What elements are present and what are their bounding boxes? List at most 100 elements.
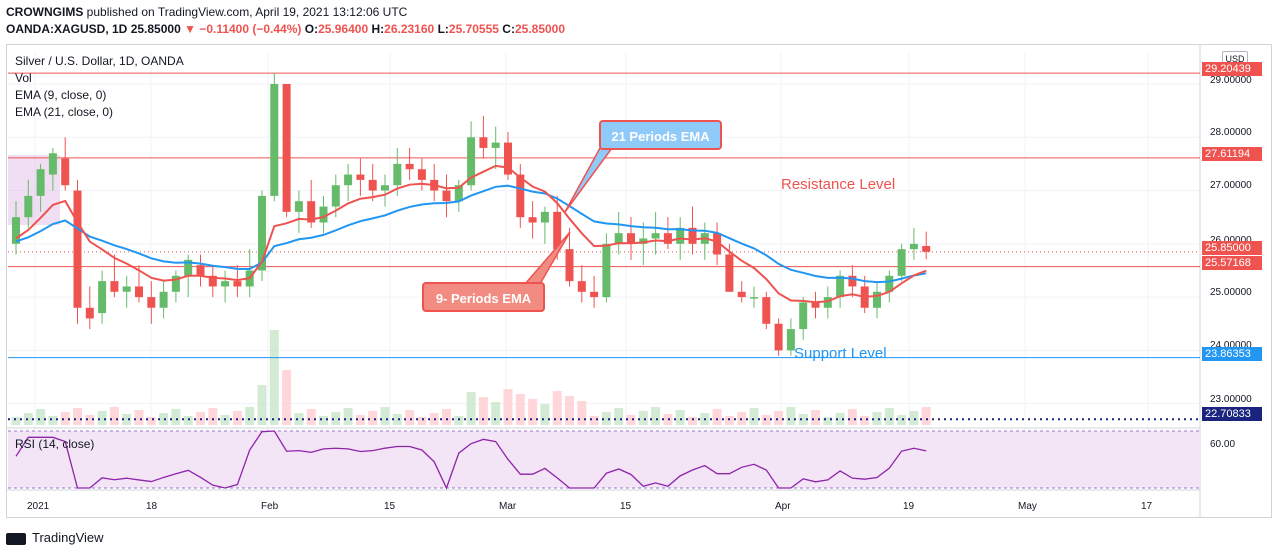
candle-body [159,291,168,308]
volume-bar [257,385,267,425]
candle-body [848,275,857,287]
low-label: L: [437,22,449,36]
candle-body [405,163,414,170]
candle-body [823,297,832,308]
candle-body [663,233,672,244]
candle-body [294,201,303,212]
rsi-pane [8,430,1200,490]
volume-bar [478,397,488,425]
time-tick: 2021 [27,501,50,512]
candle-body [614,233,623,244]
volume-bar [823,417,833,425]
candle-body [85,307,94,319]
volume-bar [319,416,328,425]
volume-bar [614,408,624,425]
candle-body [786,329,795,351]
volume-bar [306,409,316,425]
candle-body [651,233,660,239]
volume-bar [171,409,181,425]
volume-bar [232,411,242,425]
candle-body [909,243,918,250]
support-label: Support Level [794,345,887,362]
publisher-name: CROWNGIMS [6,5,84,19]
candle-body [553,211,562,250]
volume-bar [786,407,796,425]
volume-bar [540,404,550,425]
close-label: C: [502,22,515,36]
top-level-tag: 29.20439 [1202,62,1262,76]
volume-bar [442,409,451,425]
volume-bar [417,417,427,425]
candle-body [344,174,353,186]
candle-body [762,297,771,324]
candle-body [516,174,525,218]
candle-body [171,275,180,292]
candle-body [454,185,463,202]
candle-body [135,286,143,298]
ohlc-line: OANDA:XAGUSD, 1D 25.85000 ▼ −0.11400 (−0… [6,22,565,36]
high-value: 26.23160 [384,22,435,36]
rsi-legend: RSI (14, close) [15,437,95,451]
candle-body [122,286,131,292]
volume-bar [491,402,501,425]
time-tick: 15 [620,501,632,512]
last-price: 25.85000 [130,22,181,36]
volume-bar [146,417,156,425]
volume-bar [60,412,70,425]
published-text: published on TradingView.com, April 19, … [86,5,408,19]
candle-body [319,206,328,223]
time-tick: Mar [499,501,517,512]
volume-bar [724,416,734,425]
candle-body [602,243,611,298]
candle-body [491,142,500,148]
volume-bar [122,414,132,425]
candle-body [233,281,242,287]
volume-bar [921,407,931,425]
volume-bar [282,370,292,425]
candle-body [627,233,635,244]
bottom-level-tag: 22.70833 [1202,407,1262,421]
volume-bar [48,416,58,425]
price-tick: 28.00000 [1210,127,1252,138]
volume-bar [577,401,587,425]
candle-body [639,238,648,244]
tradingview-logo[interactable]: TradingView [6,530,104,545]
candle-body [73,190,82,308]
volume-bar [392,414,402,425]
candle-body [48,153,57,175]
candle-body [270,83,279,196]
candle-body [467,137,476,186]
ema-lines [15,164,927,304]
last-price-tag: 25.85000 [1202,241,1262,255]
ema9-callout: 9- Periods EMA [422,282,545,312]
candle-body [282,83,291,212]
volume-bar [798,414,808,425]
candle-body [307,201,316,223]
volume-bar [651,407,661,425]
volume-bar [245,407,255,425]
time-tick: 15 [384,501,396,512]
ema9-line [15,164,927,304]
candle-body [713,233,722,255]
candle-body [737,291,746,298]
tradingview-logo-icon [6,532,26,545]
candle-body [208,275,217,287]
candle-body [381,185,389,191]
close-value: 25.85000 [514,22,566,36]
volume-bar [847,409,857,425]
symbol-label: OANDA:XAGUSD, 1D [6,22,128,36]
volume-bar [405,410,415,425]
volume-bar [897,415,907,425]
candle-body [196,265,205,276]
time-tick: May [1018,501,1037,512]
candle-body [688,227,697,244]
volume-bar [355,415,365,425]
volume-bar [909,411,919,425]
volume-bar [97,411,107,425]
candle-body [258,195,266,271]
volume-bar [675,410,685,425]
high-label: H: [371,22,385,36]
resistance-tag: 27.61194 [1202,147,1262,161]
volume-bar [663,414,673,425]
